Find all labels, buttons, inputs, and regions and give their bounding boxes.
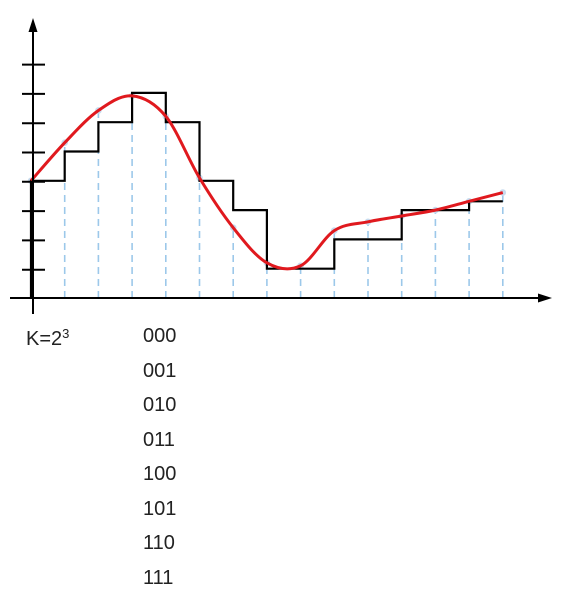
k-label-exponent: 3 bbox=[62, 326, 70, 341]
binary-code: 010 bbox=[143, 394, 177, 416]
binary-code-list: 000 001 010 011 100 101 110 111 bbox=[143, 325, 177, 595]
binary-code: 100 bbox=[143, 463, 177, 485]
x-axis-arrowhead bbox=[538, 293, 552, 303]
binary-code: 001 bbox=[143, 359, 177, 382]
binary-code: 111 bbox=[143, 566, 174, 589]
binary-code: 000 bbox=[143, 325, 177, 347]
binary-code: 110 bbox=[143, 532, 175, 554]
k-label-base: K=2 bbox=[26, 328, 63, 350]
binary-code: 101 bbox=[143, 497, 177, 520]
k-label: K=23 bbox=[26, 326, 69, 351]
analog-signal-curve bbox=[29, 94, 504, 271]
y-axis-arrowhead bbox=[28, 18, 38, 32]
binary-code: 011 bbox=[143, 428, 175, 451]
quantized-staircase bbox=[29, 91, 503, 298]
